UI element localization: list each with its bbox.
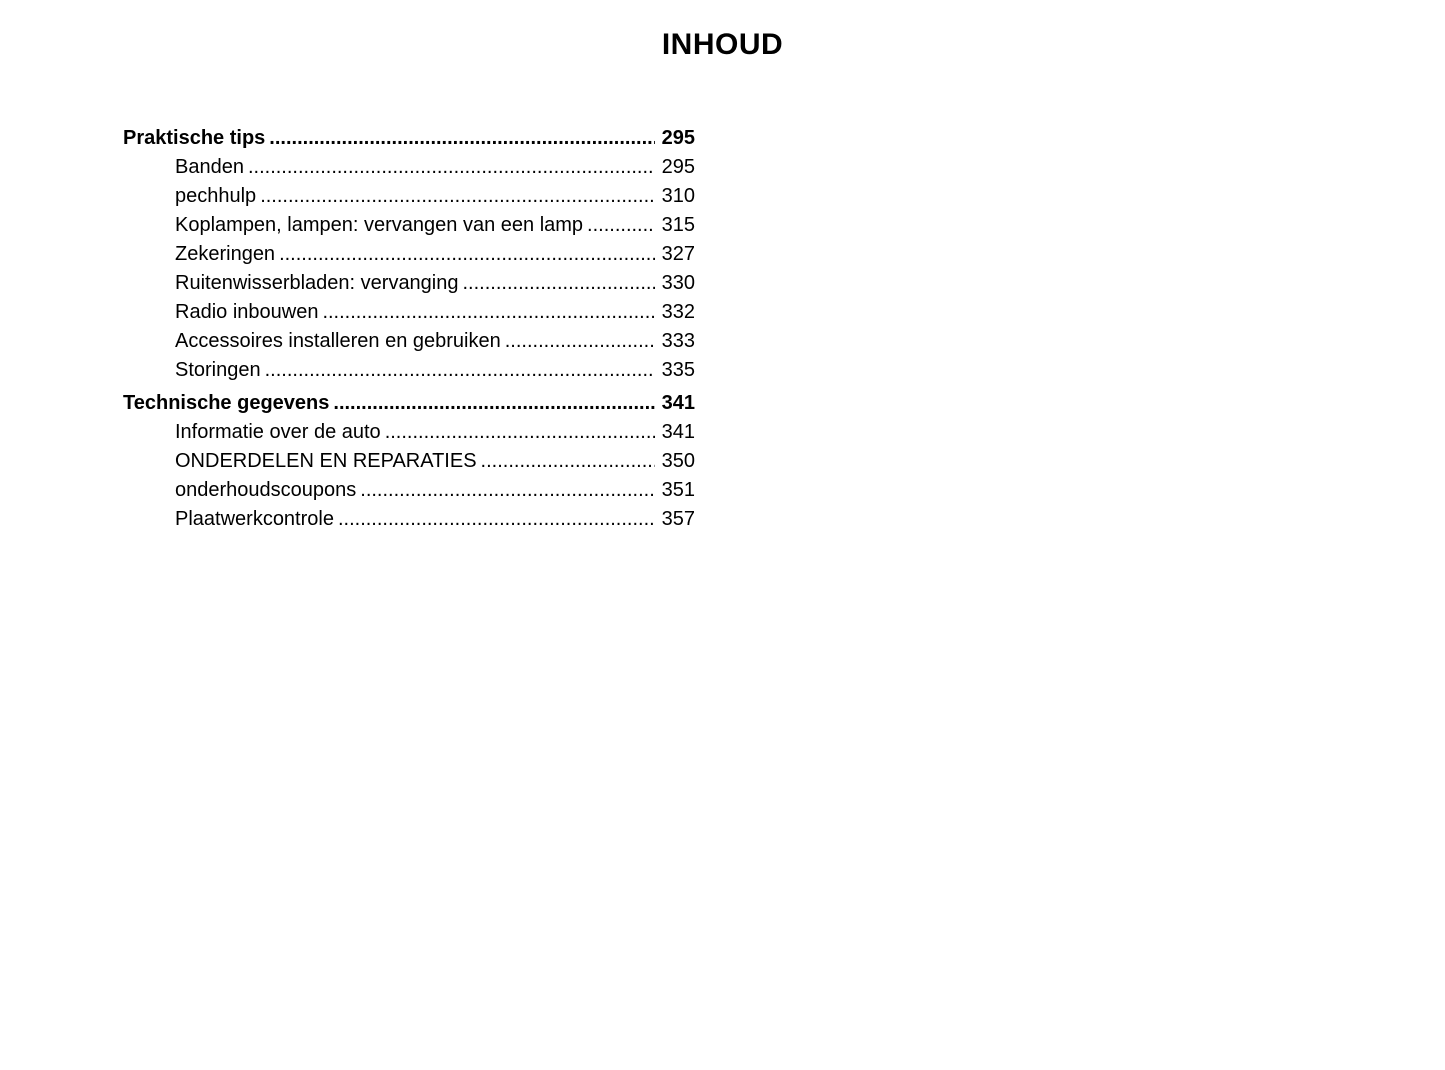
toc-entry-page-number: 332 [661, 301, 695, 323]
toc-entry: ONDERDELEN EN REPARATIES 350 [123, 447, 695, 476]
dot-leader [248, 153, 655, 182]
toc-entry: Accessoires installeren en gebruiken 333 [123, 327, 695, 356]
dot-leader [481, 447, 655, 476]
toc-entry-page-number: 341 [661, 392, 695, 414]
toc-entry-page-number: 295 [661, 156, 695, 178]
toc-entry-label: Radio inbouwen [175, 301, 319, 323]
toc-entry-label: Zekeringen [175, 243, 276, 265]
dot-leader [269, 124, 654, 153]
toc-list: Praktische tips 295 Banden 295 pechhulp … [123, 124, 695, 534]
toc-entry-page-number: 357 [661, 508, 695, 530]
toc-entry-label: Banden [175, 156, 244, 178]
toc-entry-page-number: 310 [661, 185, 695, 207]
toc-entry-label: Plaatwerkcontrole [175, 508, 334, 530]
toc-entry-label: Storingen [175, 359, 261, 381]
toc-entry-page-number: 333 [661, 330, 695, 352]
toc-entry-page-number: 351 [661, 479, 695, 501]
dot-leader [260, 182, 654, 211]
dot-leader [385, 418, 655, 447]
toc-entry-label: Technische gegevens [123, 392, 330, 414]
dot-leader [265, 356, 655, 385]
toc-entry: Radio inbouwen 332 [123, 298, 695, 327]
toc-entry-page-number: 330 [661, 272, 695, 294]
toc-entry-page-number: 327 [661, 243, 695, 265]
dot-leader [322, 298, 654, 327]
toc-entry: Storingen 335 [123, 356, 695, 385]
toc-entry: Plaatwerkcontrole 357 [123, 505, 695, 534]
toc-entry: pechhulp 310 [123, 182, 695, 211]
dot-leader [505, 327, 655, 356]
document-page: INHOUD Praktische tips 295 Banden 295 pe… [0, 27, 1445, 1070]
toc-entry-label: onderhoudscoupons [175, 479, 357, 501]
toc-entry: Technische gegevens 341 [123, 389, 695, 418]
dot-leader [360, 476, 654, 505]
toc-entry: Informatie over de auto 341 [123, 418, 695, 447]
toc-entry-label: pechhulp [175, 185, 257, 207]
toc-entry-label: ONDERDELEN EN REPARATIES [175, 450, 477, 472]
toc-entry-label: Ruitenwisserbladen: vervanging [175, 272, 459, 294]
toc-entry-label: Koplampen, lampen: vervangen van een lam… [175, 214, 584, 236]
toc-entry-label: Praktische tips [123, 127, 266, 149]
page-title: INHOUD [661, 28, 784, 61]
dot-leader [463, 269, 655, 298]
toc-entry-label: Accessoires installeren en gebruiken [175, 330, 501, 352]
toc-entry-page-number: 295 [661, 127, 695, 149]
toc-entry: onderhoudscoupons 351 [123, 476, 695, 505]
toc-entry-label: Informatie over de auto [175, 421, 381, 443]
dot-leader [338, 505, 655, 534]
toc-entry: Praktische tips 295 [123, 124, 695, 153]
toc-entry: Koplampen, lampen: vervangen van een lam… [123, 211, 695, 240]
dot-leader [333, 389, 654, 418]
toc-entry-page-number: 350 [661, 450, 695, 472]
toc-entry: Zekeringen 327 [123, 240, 695, 269]
toc-entry-page-number: 315 [661, 214, 695, 236]
toc-entry-page-number: 335 [661, 359, 695, 381]
toc-entry: Banden 295 [123, 153, 695, 182]
dot-leader [587, 211, 655, 240]
toc-entry: Ruitenwisserbladen: vervanging 330 [123, 269, 695, 298]
dot-leader [279, 240, 655, 269]
toc-entry-page-number: 341 [661, 421, 695, 443]
